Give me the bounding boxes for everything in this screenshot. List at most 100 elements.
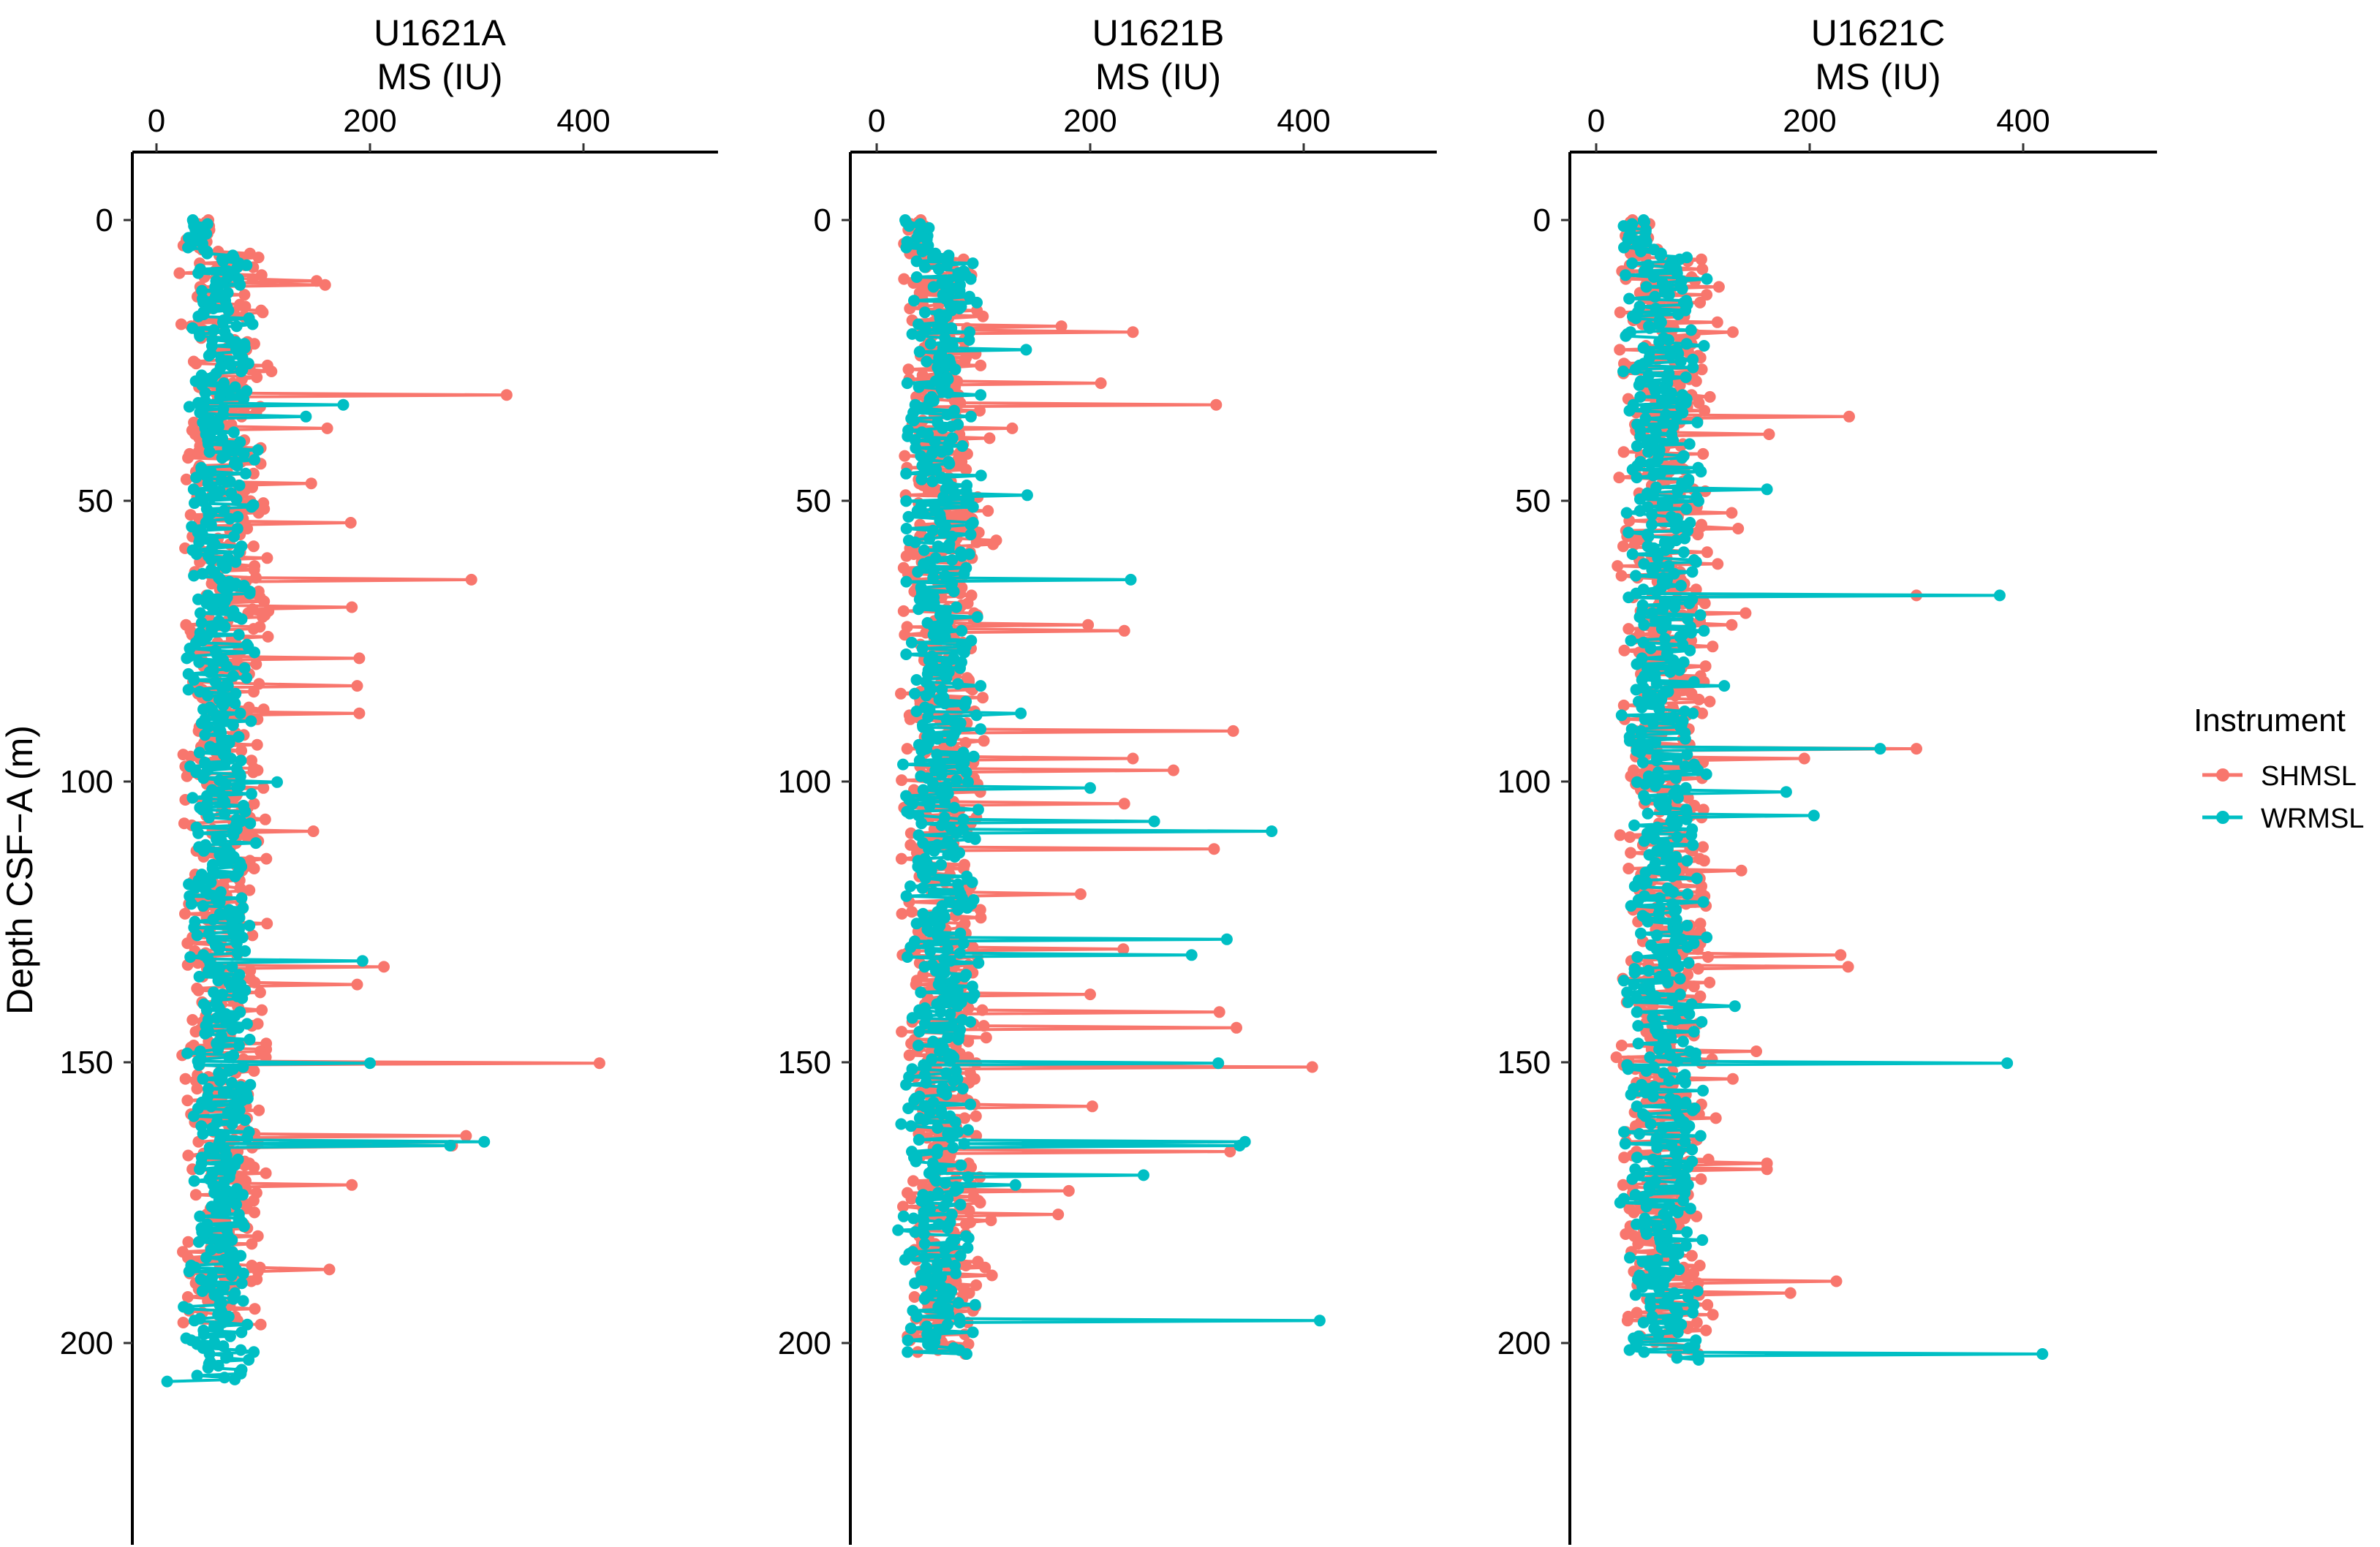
data-point [236, 992, 249, 1005]
data-point [949, 1116, 962, 1128]
data-point [248, 338, 260, 350]
data-point [928, 844, 940, 857]
data-point [954, 927, 967, 939]
data-point [1642, 807, 1654, 820]
data-point [932, 320, 944, 333]
data-point [1666, 870, 1678, 882]
data-point [1622, 1063, 1634, 1075]
data-point [927, 778, 940, 790]
data-point [1671, 485, 1684, 497]
data-point [1687, 839, 1699, 851]
data-point [1677, 1035, 1689, 1048]
data-point [192, 1236, 205, 1248]
data-point [217, 316, 229, 328]
data-point [1684, 644, 1696, 657]
data-point [1620, 269, 1632, 281]
data-point [1634, 493, 1646, 505]
data-point [1676, 283, 1688, 295]
data-point [942, 1309, 955, 1321]
data-point [1624, 1252, 1636, 1264]
data-point [918, 961, 931, 973]
data-point [1702, 951, 1714, 963]
data-point [949, 363, 962, 376]
data-point [305, 477, 317, 490]
data-point [1761, 483, 1773, 496]
data-point [1699, 597, 1711, 610]
data-point [237, 1061, 249, 1073]
data-point [954, 1198, 967, 1211]
data-point [1641, 1228, 1652, 1240]
data-point [974, 404, 986, 417]
data-point [1659, 1297, 1671, 1309]
data-point [175, 318, 187, 330]
data-point [1729, 1000, 1741, 1013]
data-point [260, 1167, 272, 1179]
data-point [194, 330, 206, 342]
data-point [1647, 489, 1660, 502]
data-point [192, 827, 205, 839]
legend-entry-wrmsl: WRMSL [2202, 803, 2364, 834]
data-point [1649, 290, 1661, 303]
data-point [956, 550, 968, 562]
data-point [262, 630, 274, 643]
data-point [975, 912, 987, 924]
data-point [190, 358, 203, 370]
data-point [199, 1027, 211, 1040]
data-point [243, 701, 255, 714]
data-point [227, 719, 239, 731]
data-point [460, 1130, 472, 1142]
data-point [962, 1241, 974, 1254]
data-point [188, 1315, 200, 1327]
data-point [212, 1360, 224, 1372]
data-point [935, 858, 947, 871]
data-point [184, 951, 197, 963]
data-point [191, 929, 203, 942]
data-point [323, 1263, 336, 1276]
data-point [1614, 344, 1626, 356]
data-point [1680, 1124, 1692, 1136]
data-point [194, 406, 206, 419]
data-point [224, 1330, 236, 1342]
data-point [1631, 1151, 1643, 1164]
data-point [1167, 764, 1179, 776]
data-point [1220, 933, 1233, 945]
data-point [353, 707, 366, 719]
data-point [1671, 1055, 1683, 1067]
data-point [260, 1051, 272, 1064]
data-point [1212, 1057, 1225, 1070]
data-point [207, 864, 219, 877]
data-point [922, 485, 934, 497]
data-point [353, 652, 366, 665]
data-point [1732, 523, 1745, 534]
data-point [201, 247, 214, 260]
data-point [1695, 466, 1707, 478]
data-point [1631, 1218, 1643, 1230]
data-point [964, 410, 977, 423]
data-point [956, 1083, 969, 1095]
data-point [1638, 265, 1650, 277]
data-point [952, 1033, 964, 1045]
data-point [917, 507, 929, 519]
data-point [1610, 1051, 1622, 1064]
data-point [937, 1200, 950, 1213]
data-point [192, 267, 205, 279]
data-point [1646, 1310, 1658, 1323]
data-point [896, 907, 908, 920]
data-point [910, 706, 923, 717]
data-point [1082, 619, 1095, 631]
data-point [900, 575, 913, 588]
data-point [1842, 961, 1854, 973]
data-point [260, 852, 273, 865]
data-point [969, 833, 981, 845]
data-point [1020, 344, 1032, 356]
data-point [186, 1014, 199, 1026]
data-point [247, 467, 260, 480]
data-point [200, 1004, 213, 1016]
data-point [948, 850, 961, 863]
data-point [930, 1175, 942, 1187]
data-point [238, 1220, 250, 1233]
data-point [1614, 306, 1626, 319]
y-tick-label: 0 [96, 203, 113, 238]
data-point [1613, 472, 1625, 484]
data-point [1638, 558, 1650, 570]
